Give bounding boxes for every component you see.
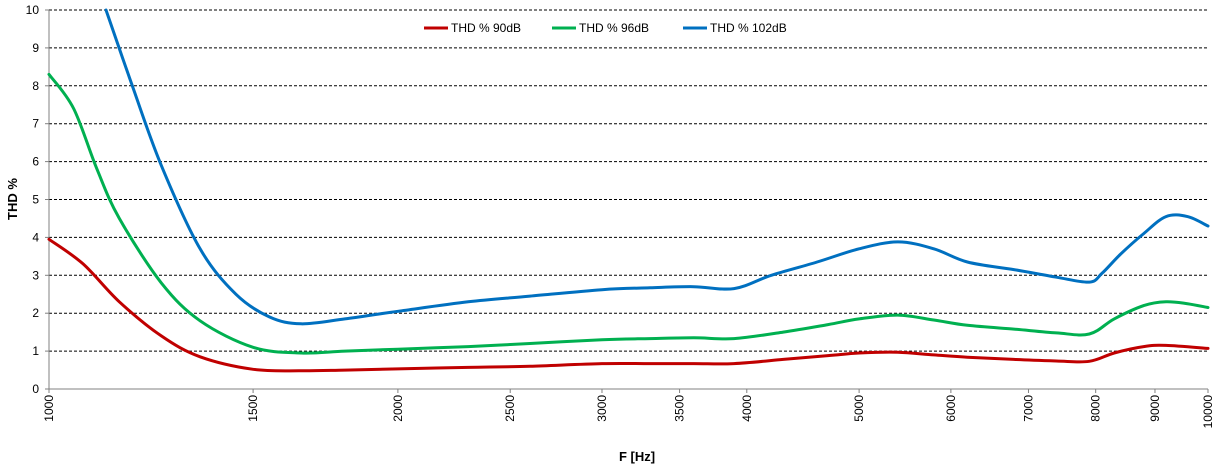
x-tick-label: 1500: [246, 395, 260, 422]
series-lines: [47, 8, 1210, 373]
legend: THD % 90dB THD % 96dB THD % 102dB: [424, 21, 787, 35]
y-tick-label: 2: [32, 306, 39, 320]
x-tick-label: 6000: [944, 395, 958, 422]
x-tick-label: 8000: [1089, 395, 1103, 422]
x-tick-label: 7000: [1021, 395, 1035, 422]
x-tick-label: 4000: [740, 395, 754, 422]
legend-label: THD % 102dB: [710, 21, 787, 35]
x-tick-label: 2500: [503, 395, 517, 422]
x-tick-labels: 1000 1500 2000 2500 3000 3500 4000 5000 6000 7000…: [42, 395, 1215, 429]
legend-label: THD % 96dB: [579, 21, 649, 35]
x-tick-label: 3000: [595, 395, 609, 422]
y-tick-label: 5: [32, 193, 39, 207]
y-tick-label: 10: [26, 3, 40, 17]
series-line-1: [47, 237, 1210, 373]
y-tick-label: 7: [32, 117, 39, 131]
y-tick-labels: 0 1 2 3 4 5 6 7 8 9 10: [26, 3, 40, 396]
legend-label: THD % 90dB: [451, 21, 521, 35]
x-axis-title: F [Hz]: [619, 449, 655, 464]
y-tick-label: 6: [32, 155, 39, 169]
y-tick-label: 1: [32, 344, 39, 358]
x-tick-label: 9000: [1148, 395, 1162, 422]
grid: [49, 9, 1208, 352]
x-tick-label: 10000: [1201, 395, 1215, 429]
x-tick-label: 2000: [391, 395, 405, 422]
x-tick-label: 5000: [852, 395, 866, 422]
y-tick-label: 9: [32, 41, 39, 55]
series-line-3: [104, 8, 1210, 326]
y-tick-label: 8: [32, 79, 39, 93]
series-line-2: [47, 72, 1210, 355]
y-tick-label: 3: [32, 268, 39, 282]
y-axis-title: THD %: [5, 178, 20, 220]
y-tick-label: 0: [32, 382, 39, 396]
x-tick-label: 1000: [42, 395, 56, 422]
y-tick-label: 4: [32, 230, 39, 244]
x-tick-label: 3500: [673, 395, 687, 422]
axes: [45, 9, 1209, 393]
